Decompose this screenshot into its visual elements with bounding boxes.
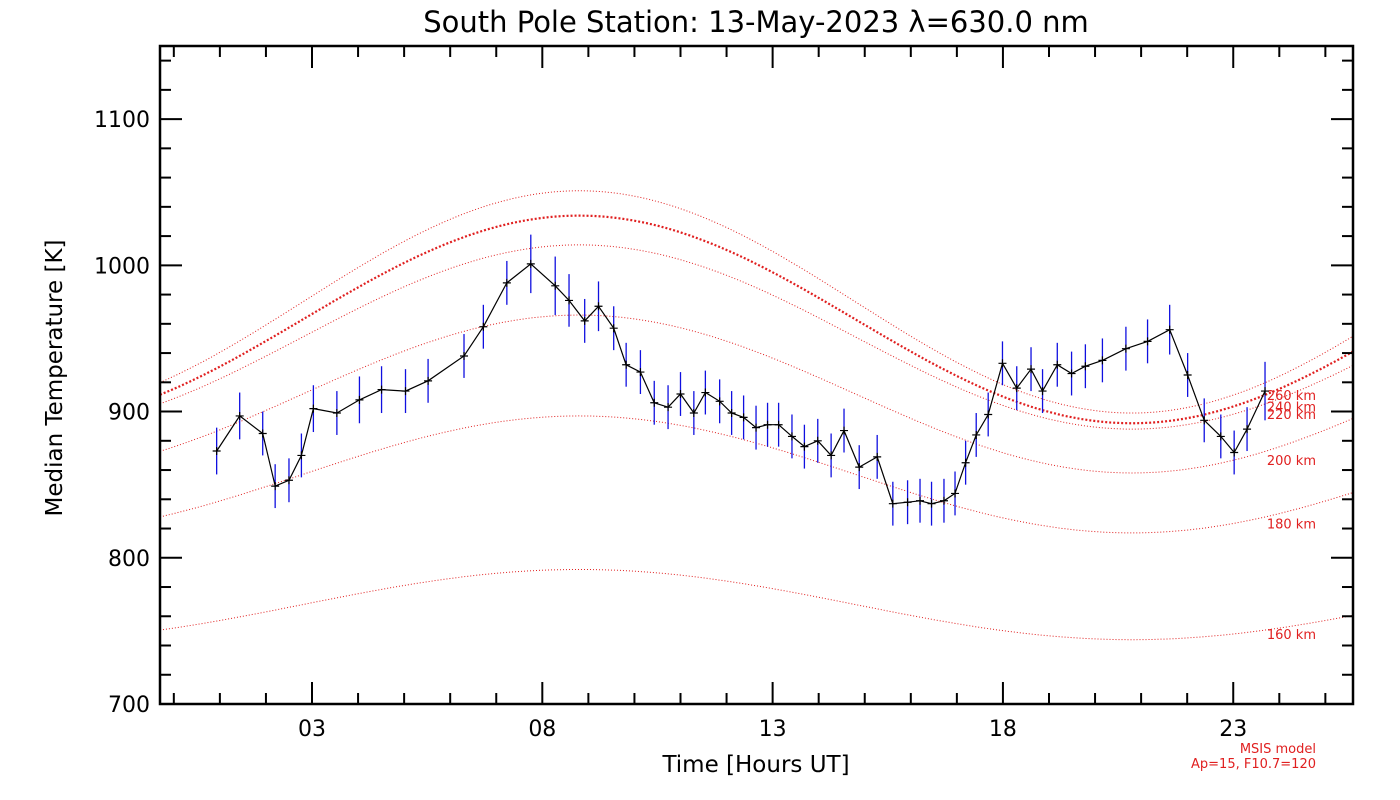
data-point: [1081, 362, 1090, 371]
data-point: [951, 489, 960, 498]
data-point: [235, 411, 244, 420]
data-point: [813, 436, 822, 445]
data-point: [774, 420, 783, 429]
model-label-220-km: 220 km: [1267, 408, 1316, 423]
data-point: [1053, 360, 1062, 369]
data-point: [1038, 387, 1047, 396]
y-tick-label: 900: [108, 401, 150, 426]
model-curve-260-km: [159, 190, 1354, 414]
data-point: [927, 499, 936, 508]
data-point: [961, 458, 970, 467]
data-point: [1027, 365, 1036, 374]
y-tick-label: 1100: [94, 108, 150, 133]
data-point: [1012, 384, 1021, 393]
data-point: [502, 278, 511, 287]
y-tick-label: 1000: [94, 254, 150, 279]
data-point: [1243, 425, 1252, 434]
model-curve-240-km: [159, 214, 1354, 425]
data-point: [701, 388, 710, 397]
data-point: [715, 397, 724, 406]
x-tick-label: 08: [528, 717, 556, 742]
data-point: [1098, 356, 1107, 365]
data-point: [787, 432, 796, 441]
data-point: [271, 482, 280, 491]
data-point: [565, 296, 574, 305]
data-point: [664, 403, 673, 412]
data-point: [526, 259, 535, 268]
data-point: [580, 316, 589, 325]
data-point: [888, 499, 897, 508]
data-point: [594, 302, 603, 311]
data-point: [212, 447, 221, 456]
data-point: [1230, 448, 1239, 457]
axis-ticks: [160, 46, 1353, 705]
model-label-160-km: 160 km: [1267, 628, 1316, 643]
data-point: [1216, 432, 1225, 441]
data-point: [609, 324, 618, 333]
data-point: [984, 410, 993, 419]
data-point: [916, 496, 925, 505]
data-point: [939, 496, 948, 505]
data-point: [284, 476, 293, 485]
model-label-200-km: 200 km: [1267, 454, 1316, 469]
data-point: [998, 359, 1007, 368]
x-tick-label: 13: [759, 717, 787, 742]
data-point: [1143, 337, 1152, 346]
plot-frame: [158, 44, 1355, 706]
data-point: [309, 404, 318, 413]
data-point: [1183, 371, 1192, 379]
data-point: [873, 452, 882, 461]
data-point: [827, 451, 836, 460]
data-point: [479, 322, 488, 331]
x-tick-label: 18: [989, 717, 1017, 742]
chart-title: South Pole Station: 13-May-2023 λ=630.0 …: [423, 5, 1089, 39]
data-point: [1200, 416, 1209, 425]
data-point: [258, 429, 267, 438]
data-point: [689, 409, 698, 418]
data-point: [763, 420, 772, 429]
model-label-260-km: 260 km: [1267, 389, 1316, 404]
data-point: [622, 360, 631, 369]
data-point: [800, 442, 809, 451]
data-point: [424, 376, 433, 385]
data-point: [636, 368, 645, 377]
data-point: [1121, 344, 1130, 353]
data-point: [727, 409, 736, 418]
axis-tick-labels: 700 800 900 1000 1100 03 08 13 18 23: [94, 108, 1247, 742]
data-point: [551, 281, 560, 290]
data-point: [676, 390, 685, 399]
model-note-line-1: MSIS model: [1240, 742, 1316, 757]
y-axis-label: Median Temperature [K]: [42, 240, 68, 517]
data-point: [377, 385, 386, 394]
data-point: [972, 430, 981, 439]
data-point: [650, 398, 659, 407]
data-point: [355, 395, 364, 404]
data-point: [1261, 387, 1270, 396]
data-point: [401, 387, 410, 396]
data-point: [855, 463, 864, 472]
x-axis-label: Time [Hours UT]: [661, 752, 849, 778]
x-tick-label: 23: [1219, 717, 1247, 742]
model-note-line-2: Ap=15, F10.7=120: [1191, 757, 1316, 772]
data-point: [1165, 325, 1174, 334]
data-point: [903, 498, 912, 507]
model-label-240-km: 240 km: [1267, 401, 1316, 416]
data-point: [739, 413, 748, 422]
data-point: [1067, 369, 1076, 378]
model-label-180-km: 180 km: [1267, 518, 1316, 533]
data-point: [332, 409, 341, 418]
y-tick-label: 700: [108, 693, 150, 718]
series-line: [216, 263, 1266, 505]
data-point: [752, 423, 761, 432]
y-tick-label: 800: [108, 547, 150, 572]
x-tick-label: 03: [298, 717, 326, 742]
model-curve-220-km: [159, 244, 1354, 430]
data-point: [297, 451, 306, 460]
data-point: [460, 351, 469, 360]
data-point: [840, 426, 849, 435]
measurement-series: [212, 234, 1270, 526]
model-curve-160-km: [159, 569, 1354, 641]
